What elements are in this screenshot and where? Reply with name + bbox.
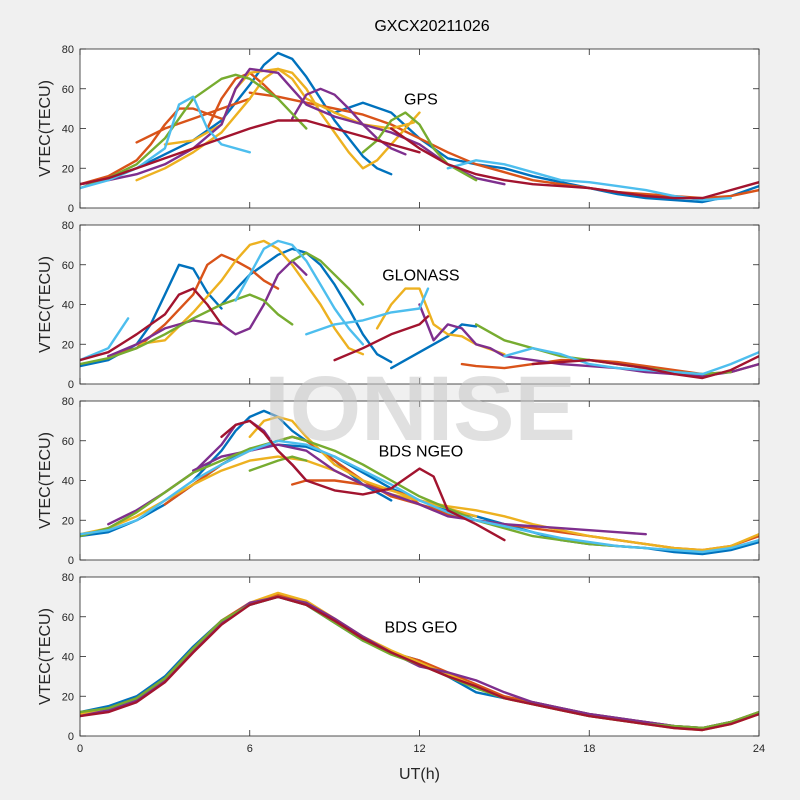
series-line-1 (80, 51, 393, 186)
series-line-3 (390, 323, 478, 370)
y-tick-label: 0 (68, 555, 74, 567)
series-line-6 (80, 595, 759, 732)
series-group (80, 51, 759, 204)
series-line-15 (305, 287, 430, 336)
panel-annotation: GLONASS (382, 268, 459, 285)
plot-area (80, 577, 759, 736)
y-tick-label: 40 (62, 652, 74, 664)
series-line-11 (80, 439, 759, 554)
y-tick-label: 0 (68, 731, 74, 743)
panel-annotation: GPS (404, 92, 438, 109)
series-line-12 (220, 419, 506, 542)
y-axis-label: VTEC(TECU) (37, 256, 54, 353)
y-tick-label: 60 (62, 612, 74, 624)
x-tick-label: 12 (413, 743, 425, 755)
y-axis-label: VTEC(TECU) (37, 608, 54, 705)
panel-4: 0 20 40 60 80 0 6 12 18 24 VTEC(TECU) BDS GEO UT(h) (37, 572, 765, 783)
y-tick-label: 0 (68, 203, 74, 215)
y-tick-label: 80 (62, 44, 74, 56)
panel-1: 0 20 40 60 80 VTEC(TECU) GPS (37, 44, 760, 215)
series-line-9 (80, 435, 647, 550)
y-tick-label: 20 (62, 163, 74, 175)
series-line-16 (390, 127, 759, 200)
series-line-16 (503, 347, 759, 376)
y-tick-label: 60 (62, 436, 74, 448)
figure-title: GXCX20211026 (374, 18, 489, 35)
series-line-7 (375, 287, 506, 356)
panel-annotation: BDS GEO (384, 620, 457, 637)
y-tick-label: 80 (62, 396, 74, 408)
y-tick-label: 40 (62, 300, 74, 312)
series-line-13 (80, 317, 130, 362)
series-line-10 (291, 87, 407, 156)
y-tick-label: 60 (62, 84, 74, 96)
x-axis-label: UT(h) (399, 766, 440, 783)
series-line-9 (80, 67, 506, 186)
y-tick-label: 20 (62, 515, 74, 527)
series-line-4 (80, 595, 759, 730)
series-line-14 (234, 239, 365, 346)
series-line-8 (107, 259, 308, 358)
plot-area (80, 49, 759, 208)
y-tick-label: 80 (62, 220, 74, 232)
series-line-19 (531, 355, 759, 380)
series-line-17 (80, 287, 223, 362)
y-tick-label: 20 (62, 691, 74, 703)
panel-annotation: BDS NGEO (379, 444, 463, 461)
y-axis-label: VTEC(TECU) (37, 80, 54, 177)
series-line-3 (80, 107, 223, 186)
y-tick-label: 20 (62, 339, 74, 351)
series-line-2 (220, 247, 393, 364)
series-group (80, 409, 759, 556)
series-line-5 (135, 97, 252, 144)
x-tick-label: 0 (77, 743, 83, 755)
series-group (80, 591, 759, 732)
y-tick-label: 60 (62, 260, 74, 272)
y-tick-label: 40 (62, 476, 74, 488)
series-line-10 (80, 293, 294, 366)
y-axis-label: VTEC(TECU) (37, 432, 54, 529)
series-line-15 (80, 119, 421, 186)
y-tick-label: 40 (62, 124, 74, 136)
panel-3: 0 20 40 60 80 VTEC(TECU) BDS NGEO (37, 396, 760, 567)
x-tick-label: 18 (583, 743, 595, 755)
series-line-18 (333, 315, 430, 362)
series-line-11 (291, 251, 365, 306)
x-tick-label: 24 (753, 743, 765, 755)
series-group (80, 239, 759, 380)
panel-2: 0 20 40 60 80 VTEC(TECU) GLONASS (37, 220, 760, 391)
series-line-8 (191, 443, 647, 536)
x-tick-label: 6 (247, 743, 253, 755)
watermark: IONISE (264, 358, 576, 460)
y-tick-label: 0 (68, 379, 74, 391)
y-tick-label: 80 (62, 572, 74, 584)
